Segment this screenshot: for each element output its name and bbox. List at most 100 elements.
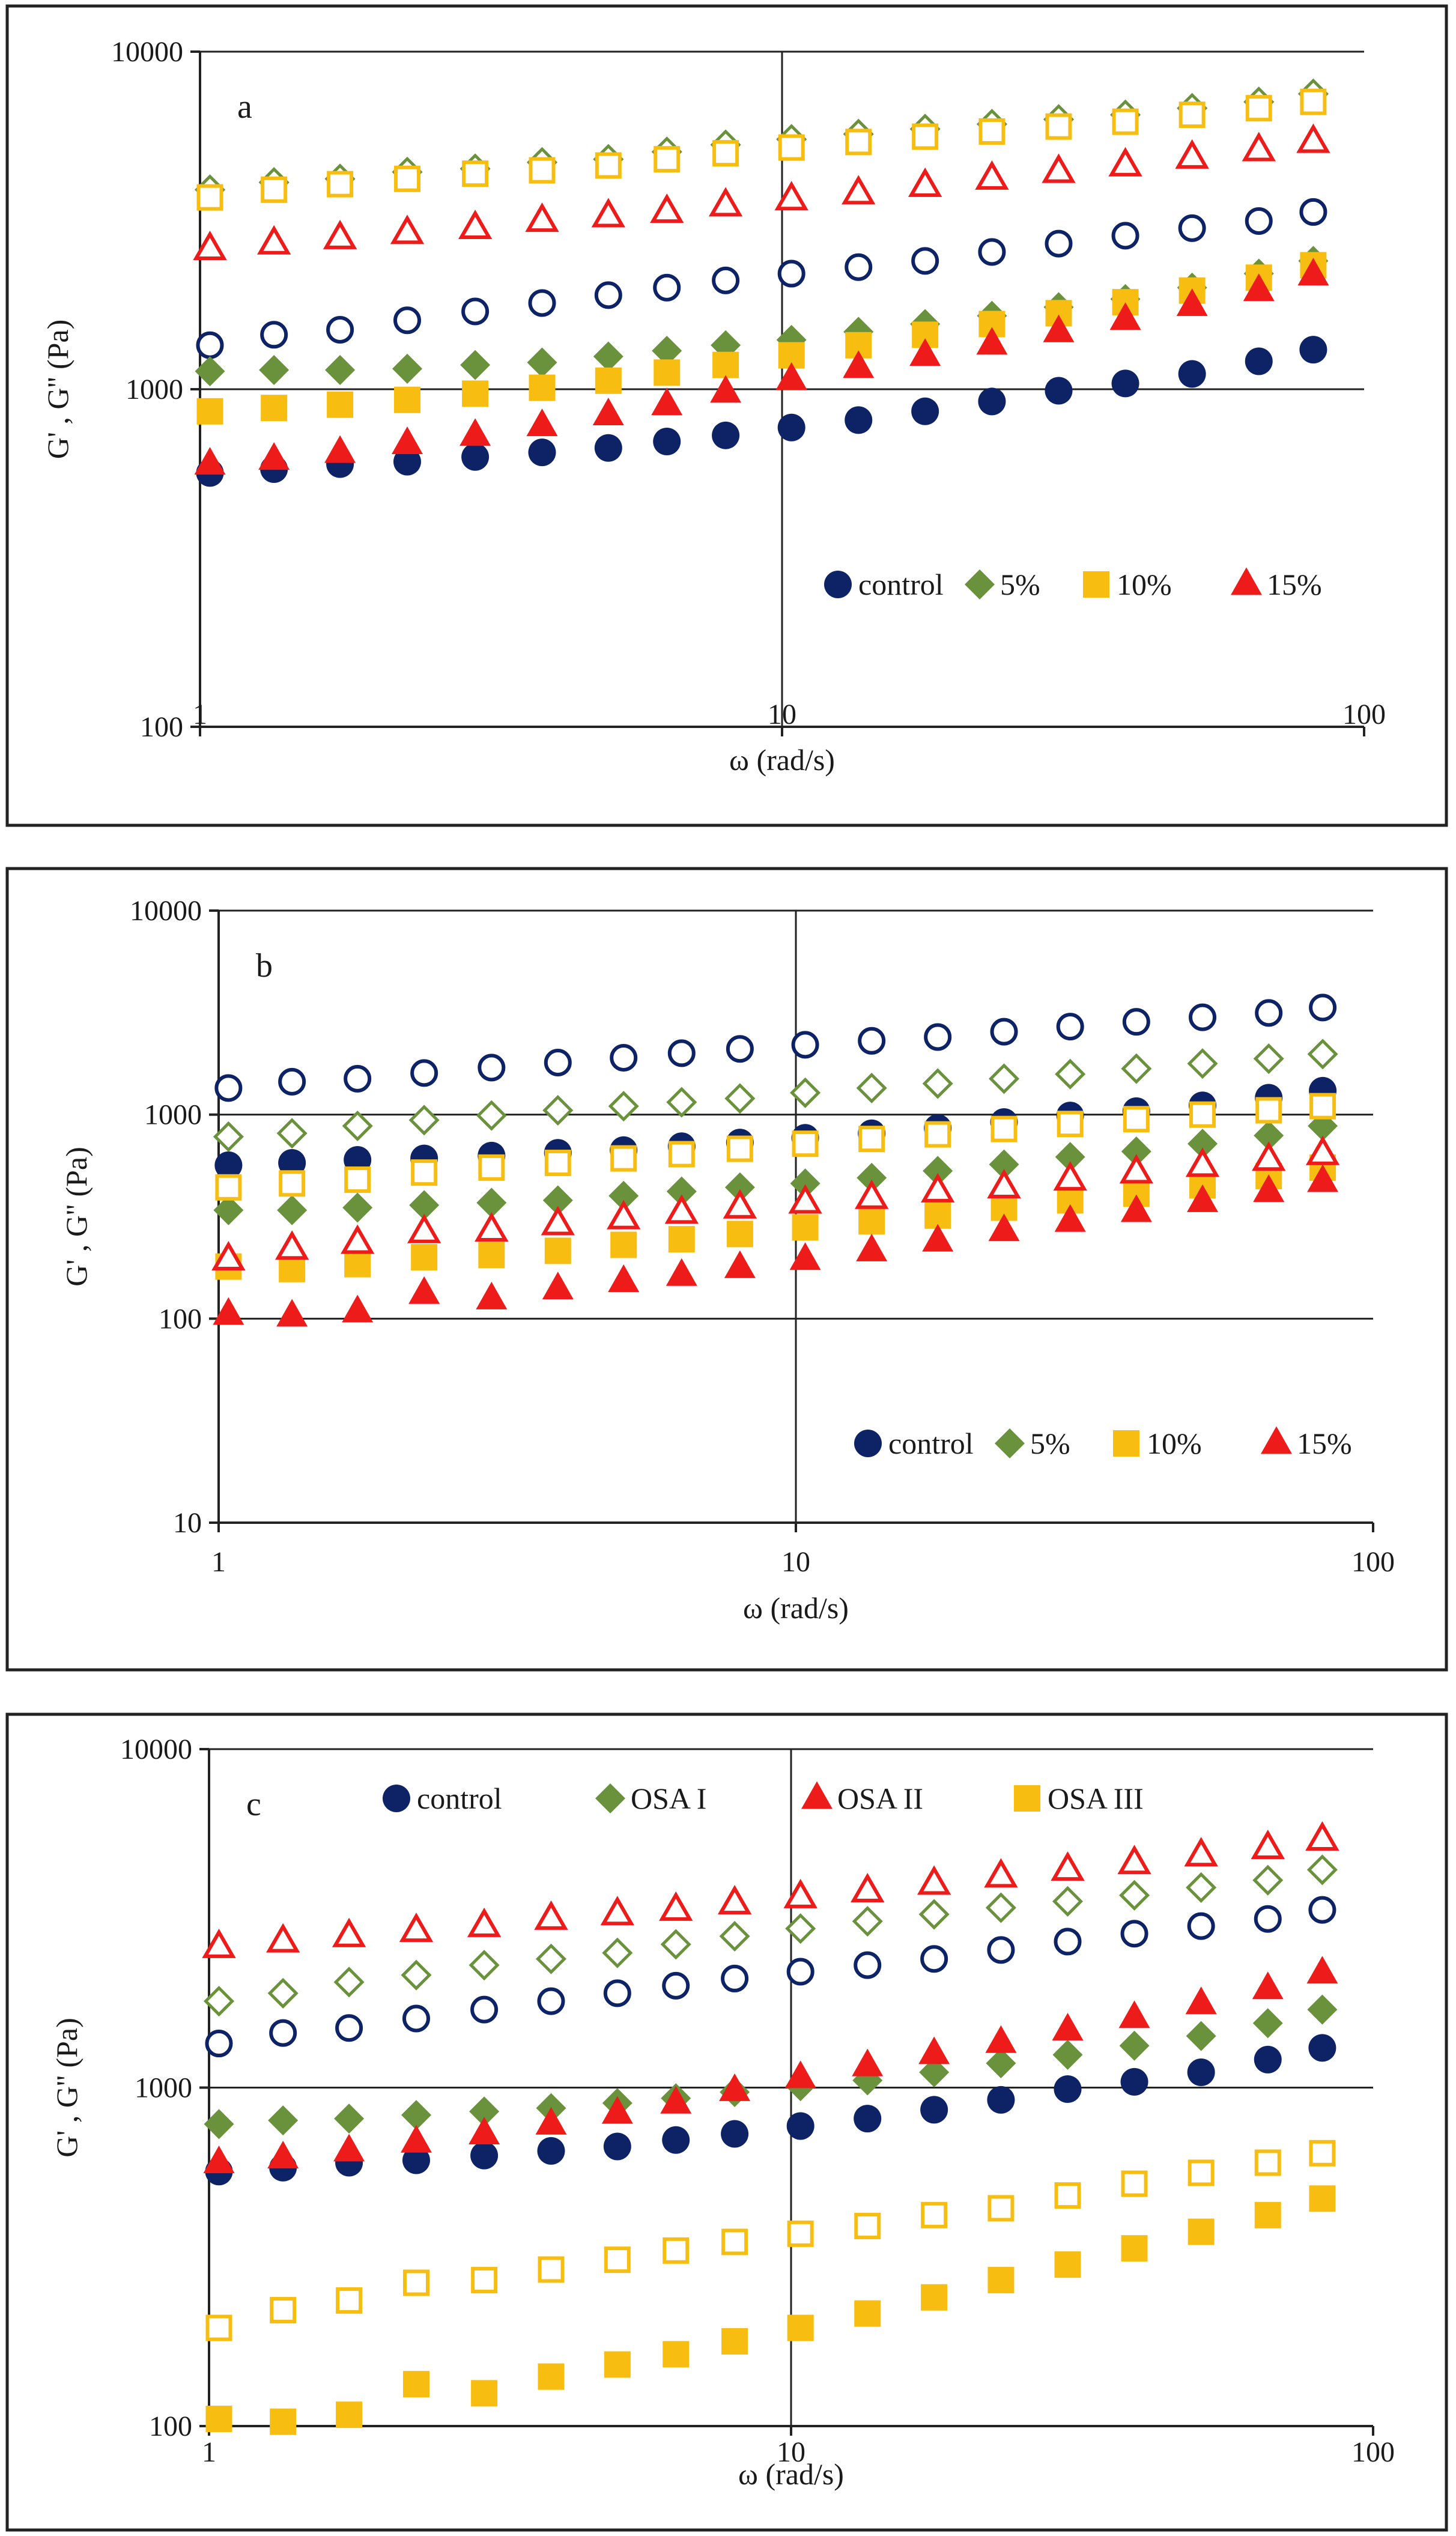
panel-letter: a	[237, 88, 252, 126]
legend-label: 15%	[1267, 568, 1322, 601]
data-point	[920, 1172, 955, 1203]
data-point	[1243, 273, 1275, 302]
data-point	[854, 2300, 881, 2327]
data-point	[538, 2363, 565, 2390]
data-point	[1189, 1101, 1216, 1128]
data-point	[526, 408, 558, 437]
data-point	[918, 1899, 950, 1930]
data-point	[202, 1928, 236, 1958]
data-point	[659, 1891, 693, 1921]
data-point	[778, 134, 805, 161]
data-point	[469, 1950, 500, 1981]
data-point	[196, 398, 223, 425]
data-point	[1254, 2149, 1281, 2176]
data-point	[326, 316, 354, 344]
y-axis-title: G' , G'' (Pa)	[59, 1147, 93, 1287]
data-point	[1176, 288, 1208, 317]
data-point	[460, 418, 491, 446]
legend-label: control	[417, 1782, 502, 1815]
data-point	[269, 2019, 297, 2047]
data-point	[1245, 347, 1273, 375]
data-point	[1119, 2030, 1150, 2061]
data-point	[918, 2036, 950, 2064]
data-point	[1045, 377, 1073, 405]
data-point	[525, 202, 559, 232]
series-15--g-prime	[193, 123, 1330, 260]
data-point	[1054, 1204, 1086, 1232]
data-point	[1309, 2185, 1336, 2212]
data-point	[653, 428, 681, 456]
legend-marker	[965, 569, 995, 599]
data-point	[534, 1900, 568, 1930]
y-tick-label: 10000	[111, 36, 183, 68]
data-point	[607, 1200, 641, 1230]
data-point	[469, 2116, 500, 2144]
data-point	[987, 1936, 1015, 1964]
data-point	[268, 2105, 299, 2136]
data-point	[854, 2105, 882, 2133]
data-point	[1121, 1136, 1151, 1166]
legend: control 5% 10% 15%	[824, 567, 1322, 601]
data-point	[852, 1906, 883, 1937]
data-point	[652, 335, 682, 366]
data-point	[717, 1885, 752, 1915]
data-point	[392, 353, 422, 384]
data-point	[538, 2256, 565, 2283]
data-point	[528, 289, 556, 317]
data-point	[1056, 1013, 1084, 1041]
x-axis-title: ω (rad/s)	[738, 2457, 844, 2491]
data-point	[986, 2048, 1016, 2078]
data-point	[402, 2146, 430, 2174]
data-point	[542, 1094, 574, 1126]
data-point	[258, 442, 290, 470]
data-point	[777, 259, 805, 288]
data-point	[469, 2096, 500, 2127]
data-point	[721, 1964, 749, 1992]
data-point	[660, 2086, 692, 2114]
data-point	[856, 1233, 888, 1261]
data-point	[1253, 1043, 1284, 1075]
data-point	[544, 1150, 571, 1177]
data-point	[1251, 1829, 1285, 1859]
legend-marker	[801, 1781, 833, 1809]
data-point	[600, 1896, 635, 1926]
data-point	[401, 1959, 432, 1991]
panel-frame	[5, 4, 1448, 827]
data-point	[535, 2107, 567, 2135]
legend-label: 5%	[1000, 568, 1040, 601]
legend-marker	[1231, 567, 1262, 595]
data-point	[985, 2025, 1017, 2053]
data-point	[265, 1923, 300, 1953]
data-point	[666, 1258, 697, 1286]
data-point	[1308, 2034, 1336, 2062]
data-point	[336, 2401, 363, 2428]
y-tick-label: 10000	[130, 895, 202, 927]
data-point	[1122, 1008, 1150, 1036]
legend-marker	[1261, 1426, 1292, 1454]
data-point	[195, 356, 225, 387]
data-point	[651, 387, 683, 416]
data-point	[214, 1151, 243, 1179]
data-point	[1188, 2218, 1215, 2245]
data-point	[721, 2328, 748, 2355]
data-point	[409, 1190, 440, 1221]
series-control-g-prime	[196, 198, 1327, 359]
data-point	[854, 1179, 889, 1209]
data-point	[978, 238, 1006, 266]
data-point	[1112, 108, 1139, 135]
data-point	[786, 2112, 814, 2140]
data-point	[276, 1299, 308, 1327]
data-point	[1187, 1912, 1215, 1940]
data-point	[726, 1035, 754, 1063]
data-point	[205, 2314, 232, 2341]
data-point	[845, 129, 872, 156]
data-point	[1118, 2000, 1150, 2028]
data-point	[1185, 1147, 1220, 1177]
data-point	[194, 447, 226, 475]
legend-label: 15%	[1297, 1427, 1352, 1460]
data-point	[787, 2220, 814, 2247]
data-point	[1299, 336, 1327, 364]
data-point	[278, 1149, 306, 1177]
data-point	[344, 1251, 371, 1278]
data-point	[1297, 258, 1329, 286]
